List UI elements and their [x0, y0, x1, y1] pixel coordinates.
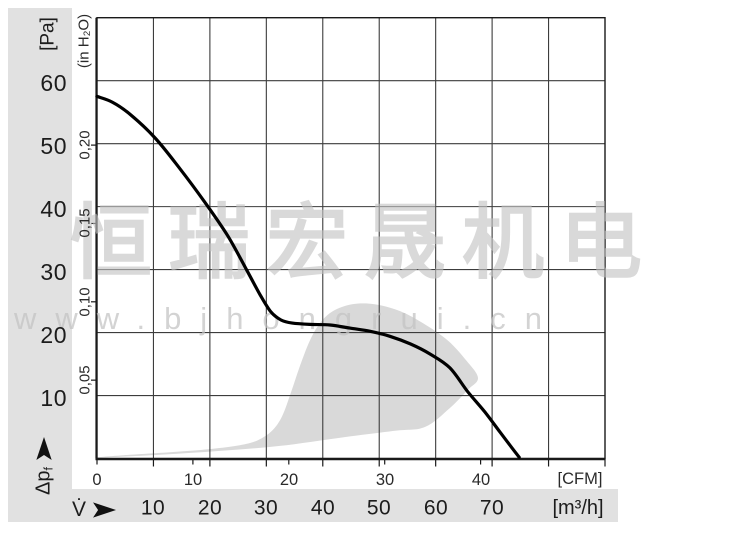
- m3h-tick-label: 60: [423, 496, 449, 520]
- cfm-tick-label: 30: [375, 470, 395, 489]
- watermark-url-text: www.bjhongrui.cn: [13, 301, 561, 336]
- watermark-cjk-text: 恒瑞宏晟机电: [70, 198, 658, 289]
- m3h-unit-label: [m³/h]: [552, 497, 604, 519]
- operating-region: [97, 303, 479, 458]
- flow-axis-symbol: V̇: [72, 498, 117, 522]
- m3h-tick-label: 30: [253, 496, 279, 520]
- pa-tick-label: 50: [40, 133, 67, 159]
- cfm-tick-label: 0: [92, 470, 102, 489]
- pressure-arrow-icon: [36, 437, 52, 460]
- pa-unit-label: [Pa]: [37, 17, 59, 51]
- pressure-curve: [95, 94, 521, 459]
- inh2o-tick-label: 0,15: [76, 208, 94, 238]
- cfm-tick-label: 40: [471, 470, 491, 489]
- inh2o-tick-label: 0,20: [76, 130, 94, 160]
- pa-tick-label: 10: [40, 385, 67, 411]
- pa-tick-label: 20: [40, 322, 67, 348]
- inh2o-tick-label: 0,05: [76, 365, 94, 395]
- left-axis-band: [8, 8, 72, 522]
- flow-arrow-icon: [93, 502, 117, 518]
- pa-tick-label: 30: [40, 259, 67, 285]
- pa-tick-label: 40: [40, 196, 67, 222]
- m3h-tick-label: 50: [366, 496, 392, 520]
- flow-label: V̇: [72, 498, 87, 521]
- inh2o-tick-label: 0,10: [76, 287, 94, 317]
- m3h-tick-label: 10: [140, 496, 166, 520]
- delta-p-label: Δpf: [32, 467, 56, 495]
- cfm-tick-label: 20: [279, 470, 299, 489]
- m3h-tick-label: 20: [197, 496, 223, 520]
- cfm-tick-label: 10: [183, 470, 203, 489]
- bottom-axis-band: [8, 489, 618, 522]
- inh2o-unit-label: (in H₂O): [75, 13, 93, 69]
- m3h-tick-label: 40: [310, 496, 336, 520]
- pa-tick-label: 60: [40, 70, 67, 96]
- m3h-tick-label: 70: [479, 496, 505, 520]
- cfm-unit-label: [CFM]: [557, 469, 603, 488]
- delta-p-axis-symbol: Δpf: [32, 437, 56, 495]
